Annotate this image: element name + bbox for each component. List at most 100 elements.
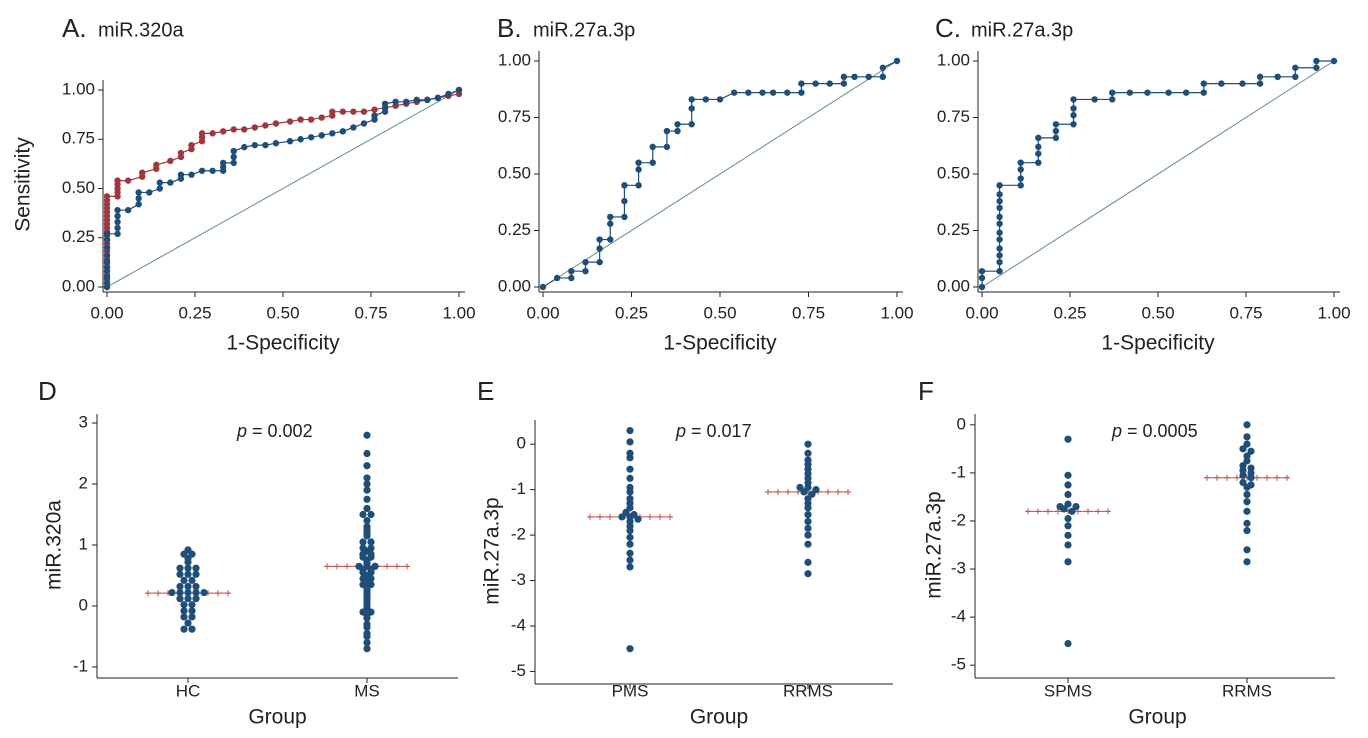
panel-letter: D [38, 376, 57, 406]
reference-diagonal [542, 60, 898, 288]
y-tick-label: 0.00 [937, 276, 970, 295]
roc-point [635, 159, 642, 166]
roc-point [702, 96, 710, 103]
y-tick-label: -2 [951, 510, 966, 529]
data-point [363, 623, 371, 631]
x-axis-title: Group [1128, 706, 1186, 729]
roc-point [1017, 182, 1024, 189]
roc-point [607, 213, 614, 221]
roc-point [153, 161, 160, 169]
data-point [626, 526, 634, 535]
data-point [804, 504, 812, 512]
roc-point [996, 204, 1003, 212]
roc-point [135, 201, 142, 208]
data-point [626, 438, 634, 446]
roc-point [621, 213, 628, 221]
roc-point [582, 258, 589, 266]
data-point [626, 533, 634, 541]
reference-diagonal [981, 60, 1335, 288]
roc-point [840, 73, 848, 81]
roc-point [272, 120, 280, 127]
roc-point [978, 274, 986, 282]
roc-point [139, 169, 146, 176]
roc-point [621, 182, 628, 189]
x-tick-label: 1.00 [1317, 303, 1350, 322]
x-tick-label: 0.50 [1141, 303, 1174, 322]
data-point [804, 517, 812, 526]
roc-point [1126, 89, 1134, 96]
data-point [626, 556, 634, 564]
roc-point [1070, 121, 1077, 128]
roc-point [329, 130, 336, 137]
x-axis-title: Group [690, 706, 748, 729]
roc-point [114, 230, 121, 238]
y-tick-label: 0.00 [62, 276, 95, 295]
roc-point [635, 166, 642, 173]
roc-point [1256, 73, 1264, 81]
data-point [363, 462, 371, 470]
roc-point [851, 73, 858, 81]
roc-point [1052, 134, 1060, 142]
roc-point [996, 229, 1003, 236]
roc-point [1035, 134, 1042, 142]
roc-point [663, 143, 671, 151]
y-tick-label: 2 [79, 474, 88, 493]
x-tick-label: 0.25 [1053, 303, 1086, 322]
roc-point [350, 108, 357, 115]
y-tick-label: 0 [517, 434, 526, 453]
roc-point [318, 132, 325, 139]
y-axis-title: miR.27a.3p [481, 497, 504, 604]
roc-point [103, 258, 111, 265]
roc-point [607, 220, 614, 227]
data-point [192, 588, 200, 597]
x-tick-label: 0.75 [354, 303, 387, 322]
roc-point [663, 127, 671, 135]
data-point [626, 474, 634, 482]
data-point [618, 513, 626, 521]
roc-point [996, 220, 1003, 227]
roc-point [1182, 89, 1190, 96]
roc-point [286, 138, 294, 145]
data-point [804, 570, 812, 578]
y-axis-title: Sensitivity [12, 137, 35, 232]
data-point [1064, 490, 1072, 499]
roc-point [156, 185, 163, 192]
data-point [626, 645, 634, 653]
data-point [1064, 522, 1072, 530]
panel-letter: B. [497, 13, 522, 43]
roc-point [893, 57, 901, 65]
data-point [184, 564, 192, 572]
roc-point [339, 128, 347, 135]
roc-point [1239, 80, 1246, 87]
roc-point [1200, 80, 1207, 87]
roc-point [114, 212, 121, 220]
data-point [1243, 457, 1251, 465]
y-tick-label: 1.00 [498, 50, 531, 69]
roc-point [350, 124, 357, 131]
data-point [1243, 519, 1251, 527]
data-point [184, 558, 192, 566]
data-point [634, 515, 642, 523]
data-point [184, 588, 192, 597]
data-point [363, 495, 371, 503]
roc-point [1052, 121, 1060, 128]
roc-point [879, 64, 887, 71]
roc-point [103, 236, 111, 243]
roc-point [716, 96, 724, 103]
p-value: p = 0.017 [675, 421, 752, 441]
roc-point [1017, 166, 1024, 173]
data-point [800, 488, 808, 496]
roc-point [209, 167, 216, 174]
y-tick-label: 0.00 [498, 276, 531, 295]
data-point [1064, 514, 1072, 523]
p-value-text: = 0.0005 [1122, 421, 1198, 441]
roc-point [1035, 150, 1042, 157]
roc-point [262, 122, 269, 129]
x-tick-label: 0.50 [703, 303, 736, 322]
panel-f: F -5 -4 -3 -2 -1 0 SPMS RRMS Group miR.27a.3p p = 0… [918, 376, 1335, 729]
roc-point [286, 118, 294, 125]
x-tick-label: 0.00 [526, 303, 559, 322]
panel-title: miR.27a.3p [533, 19, 635, 41]
roc-point [297, 136, 304, 143]
roc-point [114, 177, 121, 184]
